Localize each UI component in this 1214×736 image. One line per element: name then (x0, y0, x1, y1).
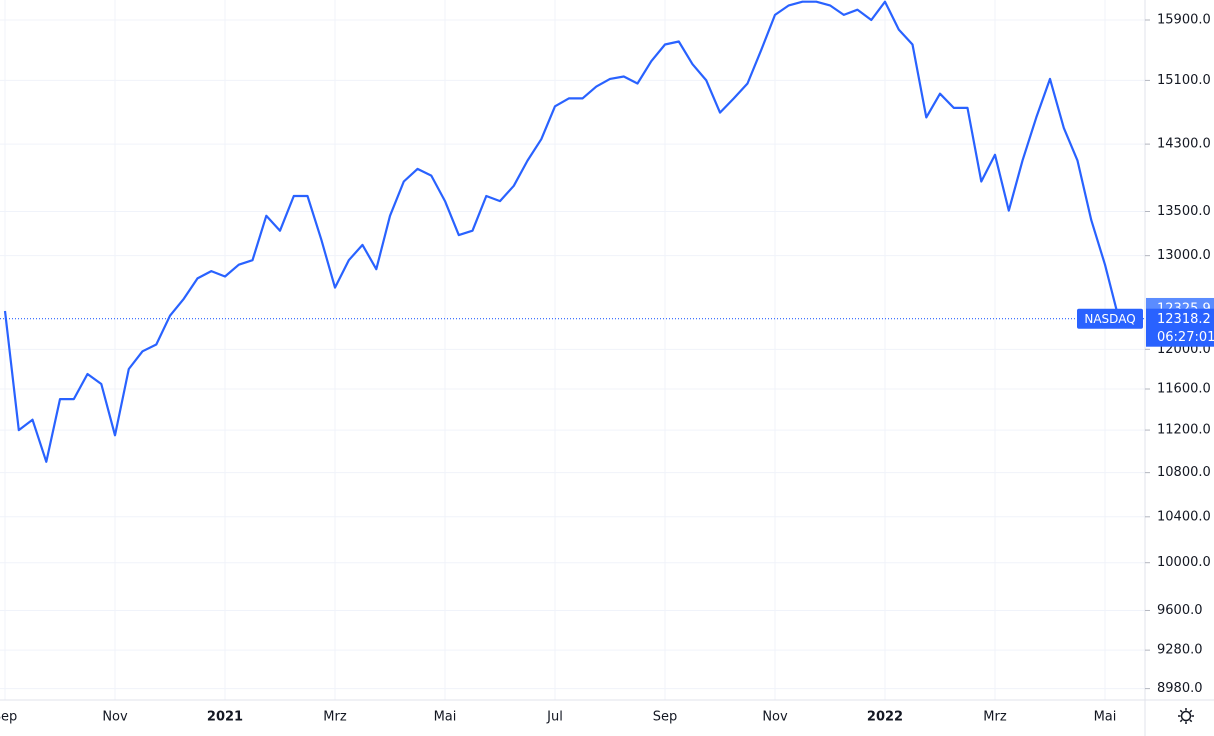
x-tick-label: 2022 (867, 710, 903, 725)
y-tick-label: 11600.0 (1157, 382, 1211, 397)
price-label: 12318.2 (1157, 312, 1211, 327)
x-tick-label: Nov (762, 710, 788, 725)
x-tick-label: Sep (653, 710, 678, 725)
y-tick-label: 9600.0 (1157, 603, 1203, 618)
x-tick-label: Sep (0, 710, 17, 725)
y-tick-label: 15100.0 (1157, 73, 1211, 88)
y-tick-label: 10800.0 (1157, 465, 1211, 480)
price-box (1146, 308, 1214, 347)
y-tick-label: 8980.0 (1157, 681, 1203, 696)
y-tick-label: 10400.0 (1157, 509, 1211, 524)
x-tick-label: Mrz (983, 710, 1007, 725)
x-tick-label: Mai (1094, 710, 1117, 725)
axes: 15900.015100.014300.013500.013000.012000… (0, 12, 1211, 724)
settings-icon[interactable] (1178, 708, 1194, 724)
y-tick-label: 14300.0 (1157, 137, 1211, 152)
series-tag-label: NASDAQ (1084, 312, 1135, 326)
series-tag (1077, 308, 1143, 329)
countdown-label: 06:27:01 (1157, 330, 1214, 345)
y-tick-label: 13500.0 (1157, 204, 1211, 219)
x-tick-label: Mai (434, 710, 457, 725)
y-tick-label: 10000.0 (1157, 555, 1211, 570)
x-tick-label: Mrz (323, 710, 347, 725)
price-line (3, 0, 1120, 463)
plot-area (0, 0, 1145, 463)
grid (0, 0, 1145, 700)
y-tick-label: 11200.0 (1157, 423, 1211, 438)
x-tick-label: 2021 (207, 710, 243, 725)
y-tick-label: 15900.0 (1157, 12, 1211, 27)
y-tick-label: 9280.0 (1157, 643, 1203, 658)
x-tick-label: Nov (102, 710, 128, 725)
x-tick-label: Jul (546, 710, 563, 725)
y-tick-label: 13000.0 (1157, 248, 1211, 263)
